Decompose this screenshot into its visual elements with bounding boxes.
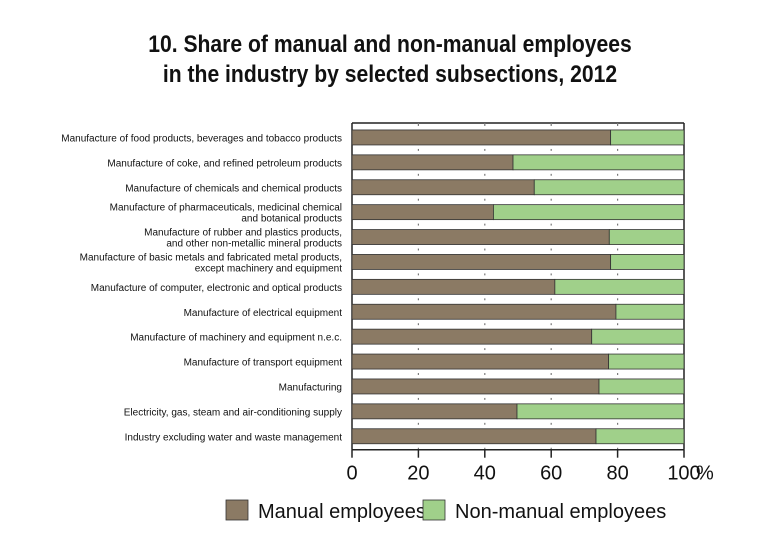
legend-label: Non-manual employees bbox=[455, 501, 666, 523]
bar-non-manual bbox=[610, 129, 685, 146]
category-label: Electricity, gas, steam and air-conditio… bbox=[124, 407, 342, 418]
category-label: Manufacture of coke, and refined petrole… bbox=[107, 158, 342, 169]
legend-swatch-manual bbox=[225, 499, 249, 521]
bar-non-manual bbox=[598, 378, 685, 395]
bar-non-manual bbox=[512, 154, 685, 171]
x-tick-label: 0 bbox=[346, 463, 357, 485]
bar-non-manual bbox=[615, 303, 685, 320]
bar-manual bbox=[351, 328, 593, 345]
title-line-1: 10. Share of manual and non-manual emplo… bbox=[148, 31, 632, 58]
category-label: Manufacture of chemicals and chemical pr… bbox=[125, 183, 342, 194]
category-label: Manufacturing bbox=[279, 382, 342, 393]
x-tick-label: 100 bbox=[667, 463, 700, 485]
bar-non-manual bbox=[591, 328, 685, 345]
bar-manual bbox=[351, 204, 494, 221]
bar-non-manual bbox=[610, 254, 685, 270]
category-label: Manufacture of basic metals and fabricat… bbox=[80, 252, 342, 263]
bar-manual bbox=[351, 254, 612, 270]
category-label: and botanical products bbox=[241, 214, 342, 225]
bar-manual bbox=[351, 179, 535, 196]
category-label: Manufacture of rubber and plastics produ… bbox=[144, 228, 342, 239]
bar-manual bbox=[351, 229, 610, 245]
bar-non-manual bbox=[608, 353, 685, 370]
category-label: Manufacture of transport equipment bbox=[184, 358, 343, 369]
bar-manual bbox=[351, 129, 612, 146]
bar-non-manual bbox=[533, 179, 685, 196]
category-label: Industry excluding water and waste manag… bbox=[125, 432, 343, 443]
bar-manual bbox=[351, 278, 556, 295]
category-label: except machinery and equipment bbox=[195, 263, 343, 274]
category-label: and other non-metallic mineral products bbox=[166, 239, 342, 250]
category-label: Manufacture of machinery and equipment n… bbox=[130, 333, 342, 344]
bar-manual bbox=[351, 378, 600, 395]
bar-manual bbox=[351, 428, 597, 445]
bar-non-manual bbox=[516, 403, 685, 420]
x-tick-label: 20 bbox=[407, 463, 429, 485]
x-tick-label: 80 bbox=[606, 463, 628, 485]
x-tick-label: 40 bbox=[474, 463, 496, 485]
chart-title: 10. Share of manual and non-manual emplo… bbox=[47, 30, 733, 90]
bar-manual bbox=[351, 353, 610, 370]
category-label: Manufacture of pharmaceuticals, medicina… bbox=[110, 203, 342, 214]
bar-non-manual bbox=[608, 229, 685, 245]
bar-non-manual bbox=[493, 204, 685, 221]
category-label: Manufacture of food products, beverages … bbox=[61, 133, 342, 144]
bar-non-manual bbox=[595, 428, 685, 445]
legend-swatch-non-manual bbox=[422, 499, 446, 521]
category-label: Manufacture of computer, electronic and … bbox=[91, 283, 342, 294]
legend-label: Manual employees bbox=[258, 501, 426, 523]
x-tick-label: 60 bbox=[540, 463, 562, 485]
bar-manual bbox=[351, 303, 617, 320]
x-unit-label: % bbox=[696, 463, 714, 485]
bar-manual bbox=[351, 154, 514, 171]
title-line-2: in the industry by selected subsections,… bbox=[162, 61, 618, 88]
category-label: Manufacture of electrical equipment bbox=[184, 308, 343, 319]
bar-manual bbox=[351, 403, 518, 420]
bar-non-manual bbox=[554, 278, 685, 295]
